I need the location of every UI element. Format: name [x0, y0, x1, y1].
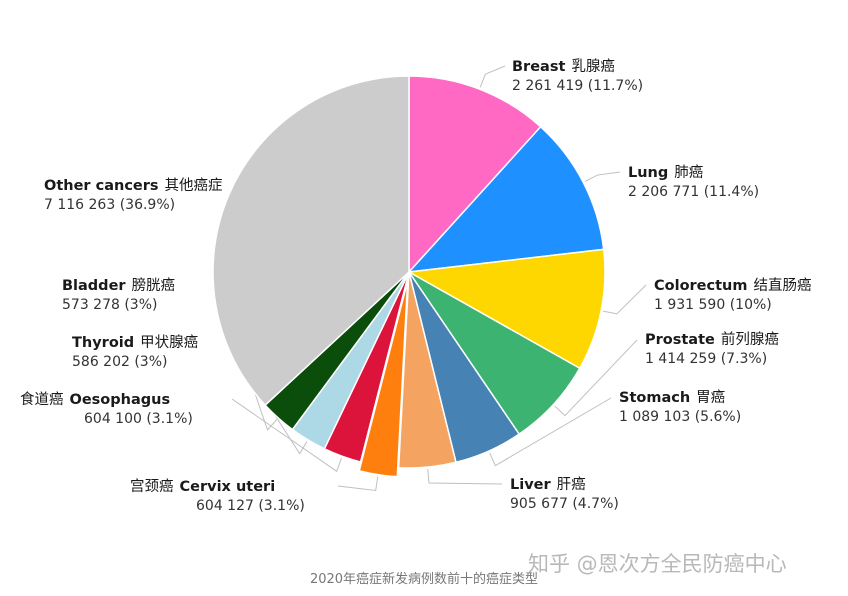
label-bladder-value: 573 278 (3%): [62, 297, 158, 313]
label-other-value: 7 116 263 (36.9%): [44, 197, 176, 213]
pie-slice-liver: [397, 271, 457, 469]
label-prostate-zh: 前列腺癌: [720, 332, 779, 348]
label-thyroid-value: 586 202 (3%): [72, 354, 168, 370]
label-other-en: Other cancers: [44, 178, 159, 194]
label-liver-zh: 肝癌: [556, 477, 586, 493]
label-oesophagus: 食道癌 Oesophagus 604 100 (3.1%): [20, 391, 193, 429]
label-bladder-en: Bladder: [62, 278, 126, 294]
label-colorectum-en: Colorectum: [654, 278, 748, 294]
label-bladder: Bladder 膀胱癌 573 278 (3%): [62, 277, 175, 315]
label-colorectum: Colorectum 结直肠癌 1 931 590 (10%): [654, 277, 811, 315]
label-cervix-zh: 宫颈癌: [130, 479, 174, 495]
watermark: 知乎 @恩次方全民防癌中心: [528, 552, 787, 576]
leader-line-prostate: [554, 339, 638, 417]
label-oesophagus-value: 604 100 (3.1%): [84, 411, 193, 427]
leader-line-liver: [427, 469, 503, 485]
label-liver-value: 905 677 (4.7%): [510, 496, 619, 512]
label-lung-value: 2 206 771 (11.4%): [628, 184, 760, 200]
pie-slice-colorectum: [406, 248, 606, 370]
label-breast-en: Breast: [512, 59, 566, 75]
pie-slice-lung: [407, 125, 605, 273]
leader-line-lung: [584, 171, 621, 182]
leader-line-oesophagus: [231, 398, 342, 473]
label-thyroid-en: Thyroid: [72, 335, 135, 351]
label-other: Other cancers 其他癌症 7 116 263 (36.9%): [44, 177, 223, 215]
pie-slice-other-cancers: [212, 75, 410, 407]
pie-slice-cervix-uteri: [358, 280, 409, 478]
label-breast-zh: 乳腺癌: [571, 59, 615, 75]
label-other-zh: 其他癌症: [164, 178, 223, 194]
label-breast-value: 2 261 419 (11.7%): [512, 78, 644, 94]
label-prostate-value: 1 414 259 (7.3%): [645, 351, 768, 367]
label-liver-en: Liver: [510, 477, 551, 493]
label-prostate-en: Prostate: [645, 332, 715, 348]
label-stomach: Stomach 胃癌 1 089 103 (5.6%): [619, 389, 741, 427]
label-oesophagus-zh: 食道癌: [20, 392, 64, 408]
leader-line-colorectum: [602, 284, 647, 315]
label-stomach-value: 1 089 103 (5.6%): [619, 409, 742, 425]
leader-line-cervix-uteri: [337, 476, 379, 492]
label-stomach-en: Stomach: [619, 390, 691, 406]
label-lung: Lung 肺癌 2 206 771 (11.4%): [628, 164, 759, 202]
label-prostate: Prostate 前列腺癌 1 414 259 (7.3%): [645, 331, 779, 369]
label-cervix-en: Cervix uteri: [179, 479, 276, 495]
label-liver: Liver 肝癌 905 677 (4.7%): [510, 476, 619, 514]
chart-caption: 2020年癌症新发病例数前十的癌症类型: [309, 572, 539, 587]
label-cervix-value: 604 127 (3.1%): [196, 498, 305, 514]
pie-slices: [212, 75, 606, 478]
label-bladder-zh: 膀胱癌: [131, 278, 176, 294]
pie-slice-breast: [408, 75, 542, 274]
label-cervix: 宫颈癌 Cervix uteri 604 127 (3.1%): [130, 478, 305, 516]
label-colorectum-zh: 结直肠癌: [753, 278, 812, 294]
label-thyroid: Thyroid 甲状腺癌 586 202 (3%): [72, 334, 198, 372]
label-breast: Breast 乳腺癌 2 261 419 (11.7%): [512, 58, 643, 96]
label-oesophagus-en: Oesophagus: [69, 392, 171, 408]
label-lung-zh: 肺癌: [674, 165, 704, 181]
leader-line-breast: [479, 65, 506, 88]
label-colorectum-value: 1 931 590 (10%): [654, 297, 772, 313]
leader-line-stomach: [489, 397, 612, 467]
label-stomach-zh: 胃癌: [696, 390, 726, 406]
label-thyroid-zh: 甲状腺癌: [140, 335, 199, 351]
label-lung-en: Lung: [628, 165, 669, 181]
